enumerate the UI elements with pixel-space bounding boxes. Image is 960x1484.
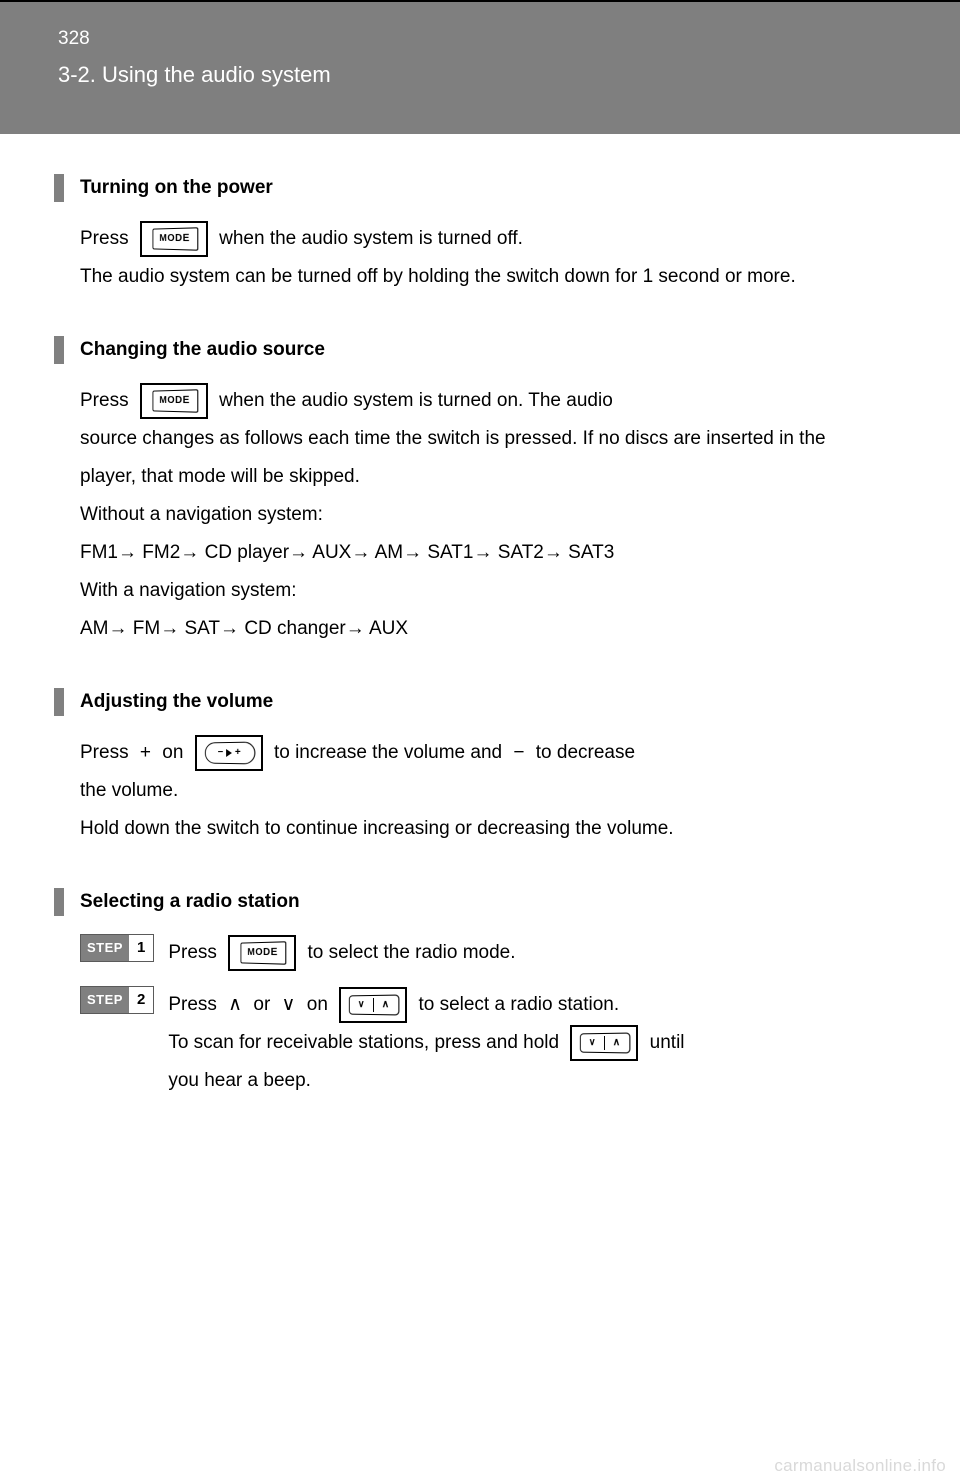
seek-button-icon: ∨∧ [339, 987, 407, 1023]
mode-button-icon: MODE [140, 383, 208, 419]
heading-marker [54, 174, 64, 202]
page-content: Turning on the power Press MODE when the… [0, 134, 960, 1100]
chev-down-icon: ∨ [282, 986, 296, 1024]
sequence-1: FM1→ FM2→ CD player→ AUX→ AM→ SAT1→ SAT2… [80, 534, 880, 572]
section-title: 3-2. Using the audio system [58, 62, 331, 88]
minus-label: − [513, 734, 524, 772]
text: the volume. [80, 772, 880, 810]
heading-text: Adjusting the volume [80, 691, 273, 713]
heading-marker [54, 888, 64, 916]
mid: on [157, 734, 189, 772]
seek-button-icon: ∨∧ [570, 1025, 638, 1061]
step-badge-1: STEP 1 [80, 934, 154, 962]
text: The audio system can be turned off by ho… [80, 258, 880, 296]
volume-button-icon: −+ [195, 735, 263, 771]
text: source changes as follows each time the … [80, 420, 880, 496]
pre: Press [80, 734, 134, 772]
block-power: Turning on the power Press MODE when the… [80, 174, 880, 296]
heading-marker [54, 688, 64, 716]
text: Press [80, 220, 134, 258]
mode-button-icon: MODE [228, 935, 296, 971]
text: With a navigation system: [80, 572, 880, 610]
plus-label: + [140, 734, 151, 772]
heading-text: Changing the audio source [80, 339, 325, 361]
text: when the audio system is turned off. [214, 220, 523, 258]
text: Hold down the switch to continue increas… [80, 810, 880, 848]
step-badge-2: STEP 2 [80, 986, 154, 1014]
watermark: carmanualsonline.info [774, 1456, 946, 1476]
block-radio: Selecting a radio station STEP 1 Press M… [80, 888, 880, 1100]
chev-up-icon: ∧ [228, 986, 242, 1024]
mode-button-icon: MODE [140, 221, 208, 257]
block-volume: Adjusting the volume Press + on −+ to in… [80, 688, 880, 848]
text: Press [80, 382, 134, 420]
text: when the audio system is turned on. The … [214, 382, 613, 420]
heading-marker [54, 336, 64, 364]
heading-text: Turning on the power [80, 177, 273, 199]
post: to decrease [530, 734, 635, 772]
heading-text: Selecting a radio station [80, 891, 300, 913]
page-header: 328 3-2. Using the audio system [0, 2, 960, 134]
page-number: 328 [58, 28, 90, 50]
block-source: Changing the audio source Press MODE whe… [80, 336, 880, 648]
mid: to increase the volume and [269, 734, 508, 772]
sequence-2: AM→ FM→ SAT→ CD changer→ AUX [80, 610, 880, 648]
text: Without a navigation system: [80, 496, 880, 534]
